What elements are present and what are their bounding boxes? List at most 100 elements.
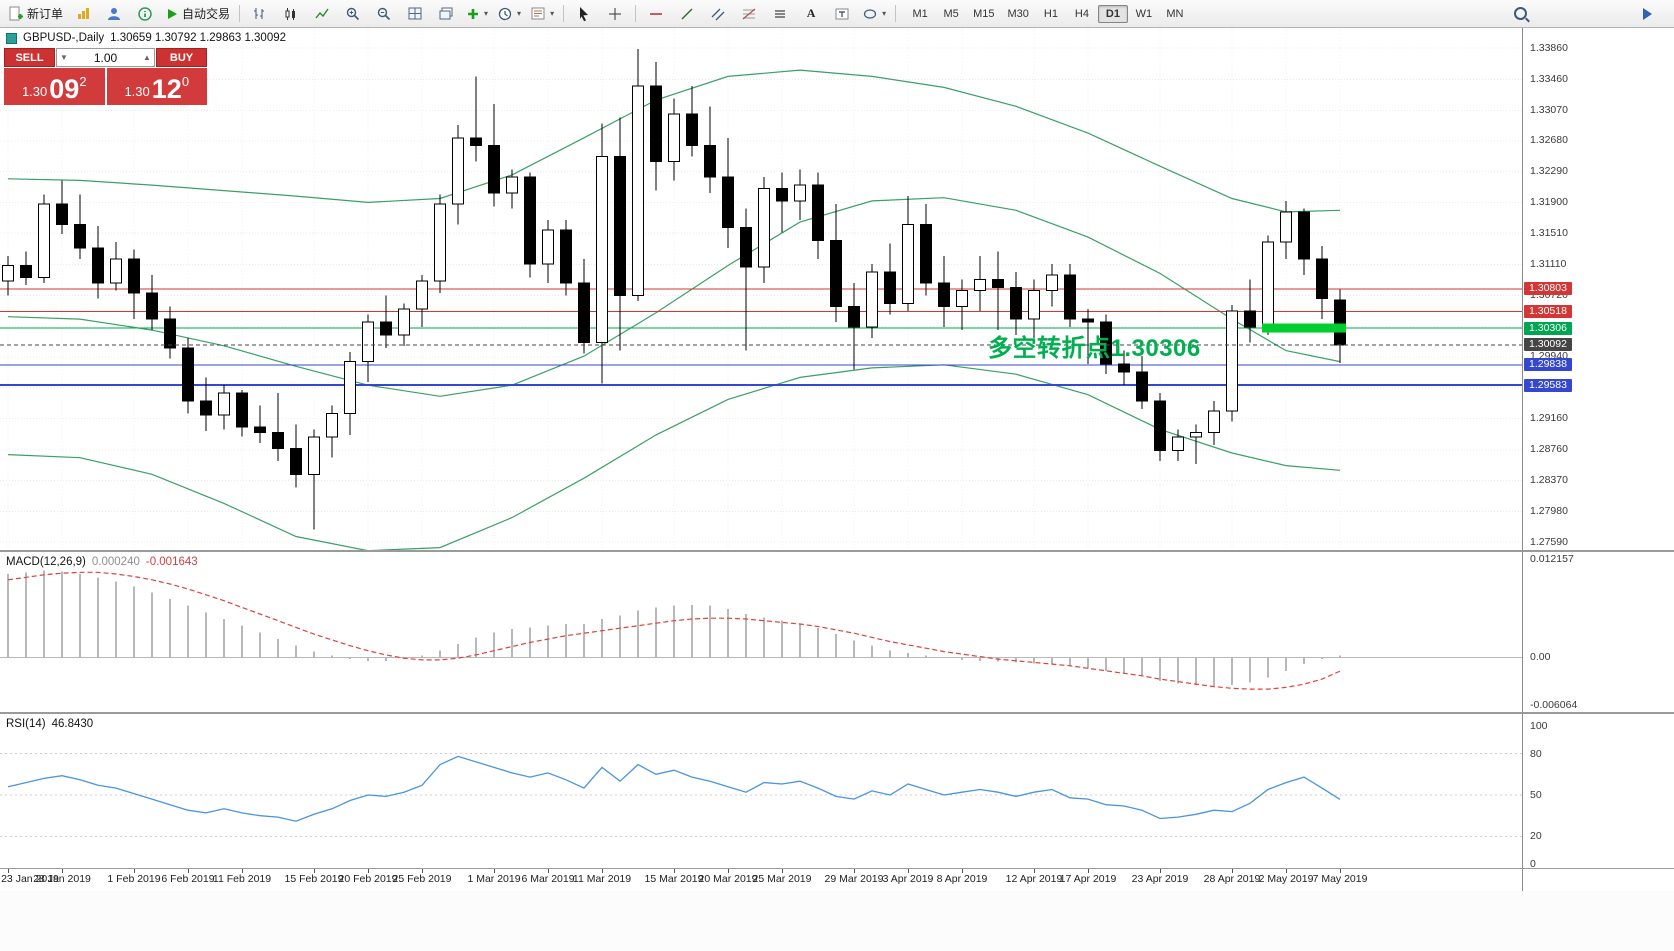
- chevron-down-icon: ▾: [484, 9, 489, 18]
- info-icon: [138, 6, 152, 21]
- price-tag[interactable]: 1.30518: [1524, 304, 1572, 318]
- one-click-trade-panel: SELL ▼ 1.00 ▲ BUY 1.30 09 2 1.30 12 0: [4, 48, 207, 105]
- price-axis-label: 1.31110: [1530, 258, 1567, 271]
- time-axis-tick: [728, 869, 729, 873]
- cascade-windows-button[interactable]: [431, 2, 461, 26]
- date-label: 20 Mar 2019: [698, 873, 758, 885]
- hline-tool-button[interactable]: [641, 2, 671, 26]
- time-axis-tick: [1034, 869, 1035, 873]
- price-axis-label: 1.31900: [1530, 195, 1568, 208]
- periods-button[interactable]: ▾: [493, 2, 525, 26]
- person-icon: [108, 7, 121, 20]
- time-axis-tick: [1232, 869, 1233, 873]
- date-label: 23 Jan 2019: [1, 873, 59, 885]
- time-axis-tick: [674, 869, 675, 873]
- volume-up-button[interactable]: ▲: [143, 53, 151, 62]
- tile-windows-button[interactable]: [400, 2, 430, 26]
- trendline-tool-button[interactable]: [672, 2, 702, 26]
- price-axis[interactable]: 1.33860 1.33460 1.33070 1.32680 1.32290 1.319…: [1522, 28, 1674, 891]
- sell-button[interactable]: SELL: [4, 48, 55, 67]
- add-indicator-button[interactable]: ▾: [462, 2, 492, 26]
- info-button[interactable]: [130, 2, 160, 26]
- price-tag[interactable]: 1.30306: [1524, 321, 1572, 335]
- cursor-icon: [580, 6, 589, 21]
- candlestick-type-button[interactable]: [276, 2, 306, 26]
- price-axis-label: 1.27980: [1530, 504, 1568, 517]
- fibonacci-tool-button[interactable]: [734, 2, 764, 26]
- horizontal-line-icon: [650, 12, 663, 15]
- horizontal-level-lines[interactable]: [0, 288, 1522, 387]
- pane-separator[interactable]: [0, 550, 1674, 552]
- time-axis-tick: [1286, 869, 1287, 873]
- timeframe-button-M1[interactable]: M1: [912, 7, 928, 20]
- date-label: 23 Apr 2019: [1131, 873, 1189, 885]
- volume-value[interactable]: 1.00: [93, 50, 118, 65]
- date-label: 15 Mar 2019: [644, 873, 704, 885]
- bars-chart-type-button[interactable]: [245, 2, 275, 26]
- chart-symbol-label: GBPUSD-,Daily: [23, 32, 105, 44]
- timeframe-button-H4[interactable]: H4: [1074, 7, 1089, 20]
- timeframe-button-M5[interactable]: M5: [943, 7, 959, 20]
- buy-button[interactable]: BUY: [156, 48, 207, 67]
- time-axis-tick: [368, 869, 369, 873]
- profile-button[interactable]: [99, 2, 129, 26]
- new-order-button[interactable]: 新订单: [4, 2, 67, 26]
- objects-list-button[interactable]: [765, 2, 795, 26]
- text-label-icon: [835, 8, 849, 19]
- channel-tool-button[interactable]: [703, 2, 733, 26]
- sell-price-box[interactable]: 1.30 09 2: [4, 68, 105, 105]
- charts-button[interactable]: [68, 2, 98, 26]
- time-axis-tick: [314, 869, 315, 873]
- date-label: 29 Mar 2019: [824, 873, 884, 885]
- rsi-axis-label: 20: [1530, 830, 1542, 843]
- timeframe-button-D1[interactable]: D1: [1097, 4, 1128, 23]
- main-chart-pane[interactable]: [0, 28, 1522, 550]
- chart-annotation-text[interactable]: 多空转折点1.30306: [988, 335, 1201, 362]
- macd-main-value: 0.000240: [91, 556, 140, 568]
- chart-window: GBPUSD-,Daily 1.30659 1.30792 1.29863 1.…: [0, 28, 1674, 951]
- timeframe-button-W1[interactable]: W1: [1135, 7, 1153, 20]
- rsi-pane[interactable]: [0, 714, 1522, 868]
- text-tool-button[interactable]: A: [796, 2, 826, 26]
- label-tool-button[interactable]: [827, 2, 857, 26]
- zoom-out-button[interactable]: [369, 2, 399, 26]
- buy-price-box[interactable]: 1.30 12 0: [106, 68, 207, 105]
- toolbar-separator: [635, 5, 637, 22]
- timeframe-button-MN[interactable]: MN: [1166, 7, 1184, 20]
- date-label: 12 Apr 2019: [1005, 873, 1063, 885]
- timeframe-button-M15[interactable]: M15: [973, 7, 995, 20]
- price-axis-label: 1.31510: [1530, 226, 1568, 239]
- chevron-down-icon: ▾: [882, 9, 887, 18]
- shapes-tool-button[interactable]: ▾: [858, 2, 890, 26]
- macd-pane[interactable]: [0, 552, 1522, 712]
- timeframe-button-M30[interactable]: M30: [1007, 7, 1029, 20]
- date-label: 8 Apr 2019: [936, 873, 988, 885]
- bottom-filler: [0, 891, 1674, 951]
- search-button[interactable]: [1505, 2, 1535, 26]
- price-axis-label: 1.32680: [1530, 134, 1568, 147]
- cursor-tool-button[interactable]: [569, 2, 599, 26]
- pane-separator[interactable]: [0, 712, 1674, 714]
- autotrading-button[interactable]: 自动交易: [161, 2, 234, 26]
- chart-ohlc-values: 1.30659 1.30792 1.29863 1.30092: [110, 32, 287, 44]
- crosshair-tool-button[interactable]: [600, 2, 630, 26]
- chart-mini-icon: [6, 32, 17, 44]
- price-tag[interactable]: 1.29583: [1524, 378, 1572, 392]
- price-axis-label: 1.32290: [1530, 165, 1568, 178]
- highlight-rectangle[interactable]: [1262, 323, 1346, 333]
- bar-chart-icon: [78, 7, 90, 19]
- zoom-in-button[interactable]: [338, 2, 368, 26]
- price-tag[interactable]: 1.30803: [1524, 282, 1572, 296]
- volume-down-button[interactable]: ▼: [60, 53, 68, 62]
- rsi-axis-label: 0: [1530, 858, 1536, 870]
- date-label: 3 Apr 2019: [882, 873, 934, 885]
- templates-button[interactable]: ▾: [526, 2, 558, 26]
- price-tag[interactable]: 1.29838: [1524, 358, 1572, 372]
- overflow-arrow-button[interactable]: [1632, 2, 1662, 26]
- macd-axis-label: 0.012157: [1530, 553, 1574, 565]
- channel-icon: [711, 8, 725, 20]
- time-axis[interactable]: 23 Jan 2019 28 Jan 2019 1 Feb 2019 6 Feb 20…: [0, 869, 1522, 891]
- timeframe-button-H1[interactable]: H1: [1043, 7, 1058, 20]
- line-chart-type-button[interactable]: [307, 2, 337, 26]
- autotrading-label: 自动交易: [182, 7, 231, 21]
